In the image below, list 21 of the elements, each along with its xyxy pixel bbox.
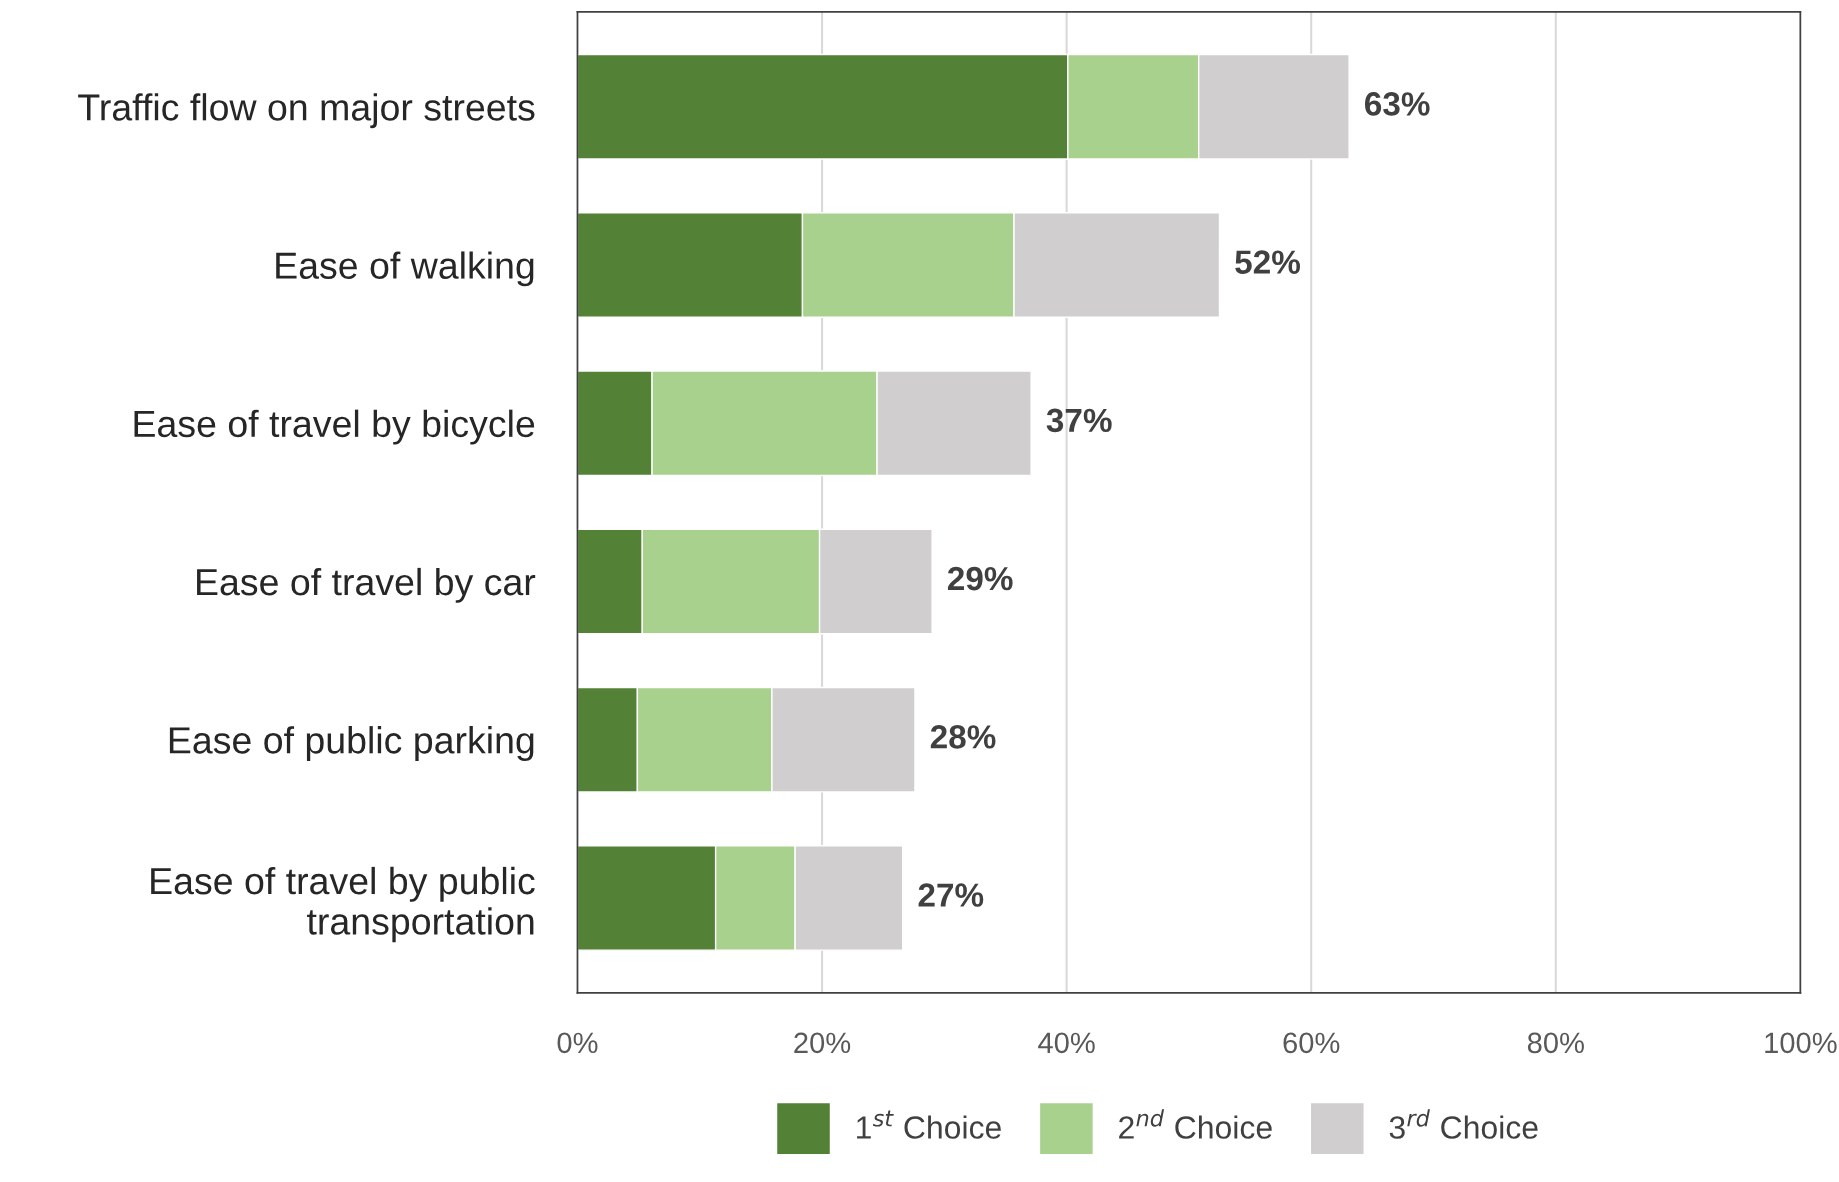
total-label: 27%	[918, 883, 984, 907]
total-label: 37%	[1046, 408, 1112, 433]
y-tick-label: Ease of travel by public transportation	[151, 866, 535, 943]
y-tick-label: Ease of public parking	[169, 726, 534, 762]
x-tick-label: 20%	[794, 1032, 851, 1054]
total-label: 29%	[947, 566, 1013, 591]
x-tick-label: 80%	[1527, 1032, 1584, 1054]
y-tick-label: Ease of travel by bicycle	[134, 409, 535, 445]
y-tick-label: Ease of travel by car	[197, 567, 536, 603]
legend-label: 1$^{st}$ Choice	[857, 1110, 1001, 1139]
total-label: 63%	[1365, 92, 1430, 116]
total-label: 28%	[930, 725, 996, 749]
x-tick-label: 60%	[1283, 1032, 1340, 1054]
y-tick-label: Traffic flow on major streets	[78, 93, 535, 129]
x-tick-label: 40%	[1038, 1032, 1095, 1054]
x-tick-label: 100%	[1765, 1032, 1837, 1054]
y-tick-label: Ease of walking	[276, 251, 534, 287]
legend-label: 3$^{rd}$ Choice	[1389, 1109, 1538, 1139]
x-tick-label: 0%	[557, 1032, 598, 1054]
total-label: 52%	[1235, 250, 1300, 274]
legend-label: 2$^{nd}$ Choice	[1119, 1109, 1272, 1139]
